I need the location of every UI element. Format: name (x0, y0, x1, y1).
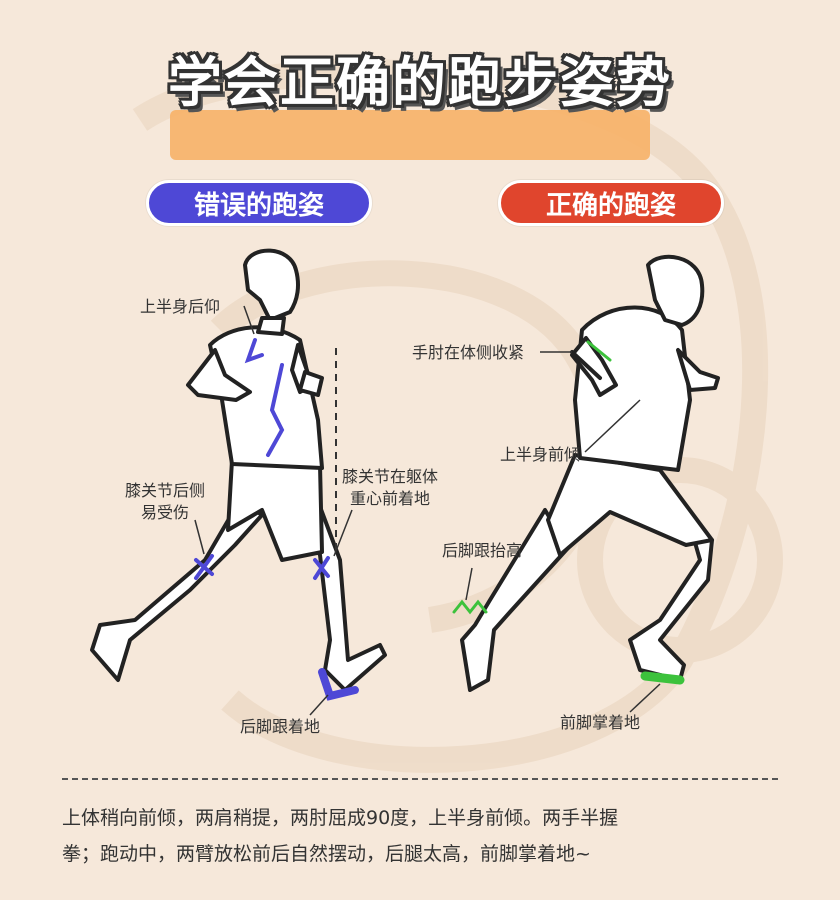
wrong-markers (194, 338, 359, 701)
label-heel-raised: 后脚跟抬高 (442, 541, 523, 560)
label-knee-behind-line1: 膝关节后侧 (124, 481, 205, 500)
correct-runner-figure (460, 254, 720, 692)
label-elbow-tucked: 手肘在体侧收紧 (412, 343, 525, 362)
label-pointer (333, 509, 353, 557)
correct-markers (452, 340, 685, 685)
wrong-posture-badge: 错误的跑姿 (146, 180, 372, 226)
label-pointer (309, 694, 329, 716)
description-line-2: 拳；跑动中，两臂放松前后自然摆动，后腿太高，前脚掌着地~ (62, 843, 591, 865)
label-pointer (629, 683, 661, 713)
label-pointer (194, 519, 205, 555)
label-knee-behind-line2: 易受伤 (140, 503, 189, 522)
label-knee-front-line1: 膝关节在躯体 (341, 467, 438, 486)
label-knee-front-line2: 重心前着地 (349, 489, 430, 508)
correct-posture-badge: 正确的跑姿 (498, 180, 724, 226)
label-pointer (243, 305, 255, 335)
label-knee-behind: 膝关节后侧 易受伤 (110, 480, 220, 524)
description-line-1: 上体稍向前倾，两肩稍提，两肘屈成90度，上半身前倾。两手半握 (62, 807, 619, 829)
label-upper-body-lean-forward: 上半身前倾 (500, 445, 581, 464)
page-title: 学会正确的跑步姿势 (168, 51, 672, 114)
label-heel-strike: 后脚跟着地 (240, 717, 321, 736)
description: 上体稍向前倾，两肩稍提，两肘屈成90度，上半身前倾。两手半握 拳；跑动中，两臂放… (62, 800, 782, 872)
title-highlight (170, 110, 650, 160)
title-block: 学会正确的跑步姿势 (150, 30, 690, 160)
label-knee-front: 膝关节在躯体 重心前着地 (330, 466, 450, 510)
label-forefoot-strike: 前脚掌着地 (560, 713, 641, 732)
divider (62, 778, 778, 780)
label-upper-body-lean-back: 上半身后仰 (140, 297, 221, 316)
label-pointer (584, 399, 641, 453)
label-pointer (465, 567, 473, 601)
wrong-runner-figure (90, 248, 387, 692)
